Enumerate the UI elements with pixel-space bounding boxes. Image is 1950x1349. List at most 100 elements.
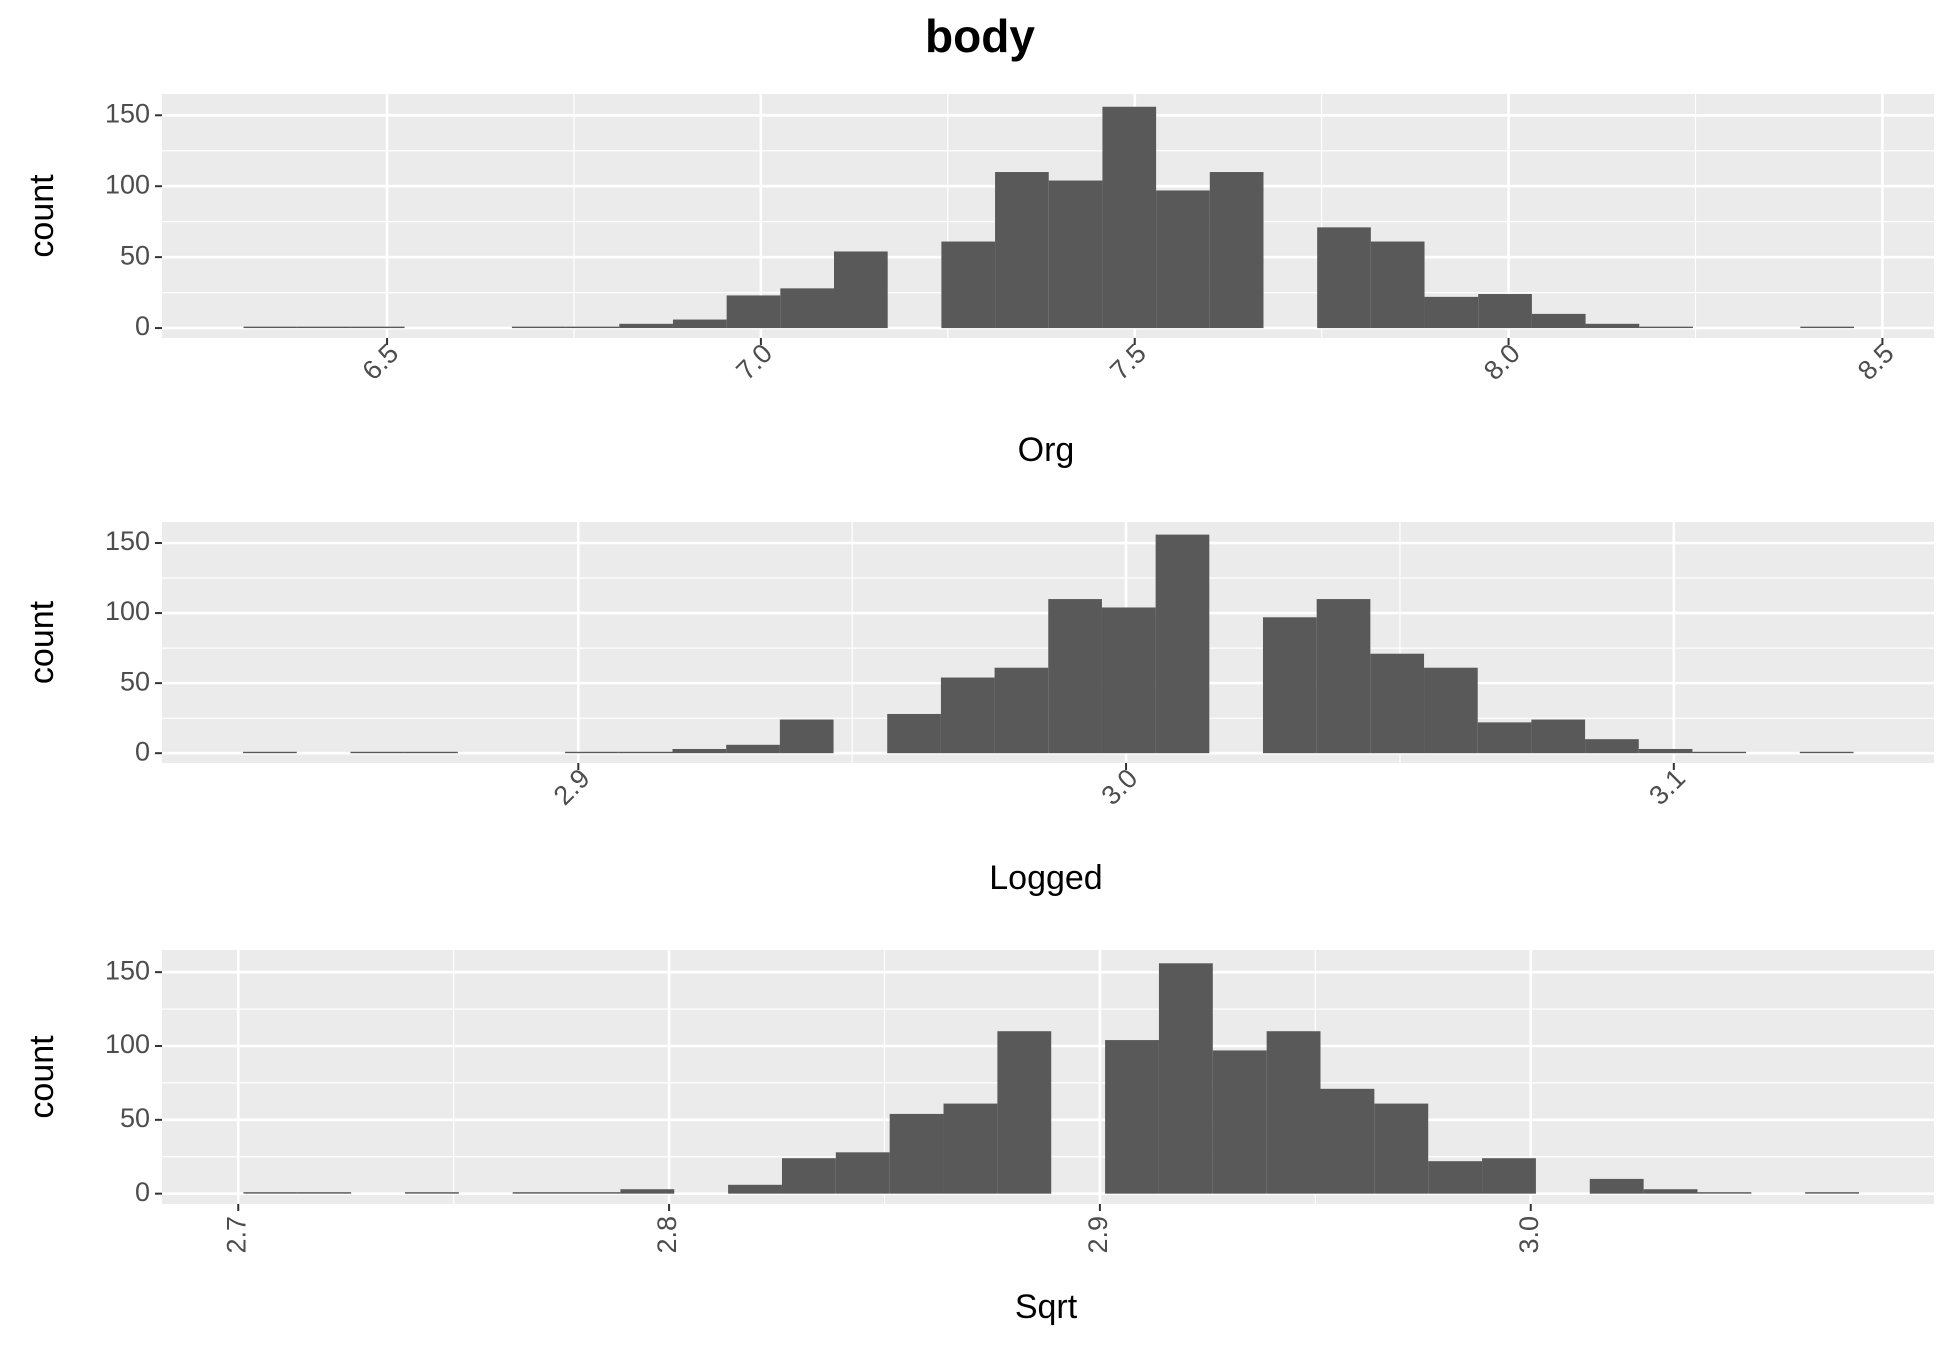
x-tick-label: 7.5 [1104,338,1152,386]
bar [512,1192,567,1194]
x-axis-label: Logged [989,859,1102,897]
bar [1638,748,1693,754]
x-tick-label: 3.0 [1514,1216,1544,1254]
x-tick-label: 6.5 [357,338,405,386]
bar [565,326,620,329]
bar [728,1184,782,1194]
x-tick-label: 2.7 [221,1216,251,1254]
bar [672,319,727,329]
bar [243,751,297,754]
chart-title: body [925,10,1035,62]
bar [618,751,673,754]
y-tick-label: 0 [135,1177,150,1207]
bar [1482,1158,1536,1194]
x-tick-label: 2.8 [652,1216,682,1254]
bar [1585,739,1639,754]
bar [1805,1192,1860,1194]
y-tick-label: 50 [120,240,150,270]
bar [1320,1088,1375,1194]
x-tick-label: 3.0 [1096,763,1144,811]
bar [1643,1189,1698,1194]
bar [1800,326,1854,329]
bar [1374,1103,1429,1194]
bar [1424,667,1478,754]
bar [1317,227,1371,329]
bar [834,251,888,329]
y-tick-label: 50 [120,1103,150,1133]
bar [780,288,835,329]
y-tick-label: 150 [105,955,150,985]
bar [1212,1050,1267,1194]
bar [1048,180,1103,329]
bar [566,1192,621,1194]
y-tick-label: 0 [135,736,150,766]
bar [887,713,941,754]
bar [997,1031,1052,1194]
bar [297,326,351,329]
bar [1799,751,1854,754]
bar [350,751,405,754]
bar [1209,172,1264,329]
bar [1105,1040,1159,1194]
bar [620,1189,675,1194]
bar [1589,1178,1644,1194]
x-axis-label: Sqrt [1015,1288,1078,1326]
bar [1266,1031,1321,1194]
bar [1158,963,1213,1194]
bar [1048,599,1102,754]
y-axis-label: count [23,1035,61,1119]
bar [350,326,405,329]
bar [1639,326,1693,329]
bar [1692,751,1747,754]
bar [1531,719,1586,754]
bar [297,1192,352,1194]
bar [995,172,1049,329]
y-tick-label: 100 [105,596,150,626]
bar [943,1103,998,1194]
bar [404,1192,459,1194]
bar [404,751,458,754]
y-tick-label: 0 [135,311,150,341]
y-tick-label: 100 [105,169,150,199]
bar [940,677,995,754]
bar [1370,241,1425,329]
bar [726,295,781,329]
bar [835,1152,890,1194]
bar [779,719,834,754]
bar [243,1192,298,1194]
x-tick-label: 2.9 [548,763,596,811]
x-tick-label: 8.0 [1478,338,1526,386]
y-tick-label: 50 [120,666,150,696]
x-axis-label: Org [1018,431,1075,469]
bar [889,1113,944,1194]
bar [1424,296,1479,329]
bar [1370,653,1425,754]
bar [1477,722,1532,754]
y-tick-label: 150 [105,526,150,556]
x-tick-label: 2.9 [1083,1216,1113,1254]
y-tick-label: 150 [105,98,150,128]
bar [619,323,673,329]
bar [1316,599,1371,754]
bar [726,744,780,754]
bar [1156,190,1210,329]
bar [565,751,619,754]
bar [243,326,298,329]
bar [1478,294,1532,329]
bar [1101,607,1156,754]
bar [1102,106,1157,329]
bar [1585,323,1640,329]
bar [511,326,566,329]
bar [672,748,727,754]
bar [1155,534,1210,754]
y-axis-label: count [23,600,61,684]
x-tick-label: 8.5 [1852,338,1900,386]
bar [1262,617,1317,754]
y-axis-label: count [23,174,61,258]
bar [994,667,1049,754]
bar [1697,1192,1752,1194]
bar [941,241,996,329]
x-tick-label: 3.1 [1643,763,1691,811]
bar [1428,1161,1483,1194]
